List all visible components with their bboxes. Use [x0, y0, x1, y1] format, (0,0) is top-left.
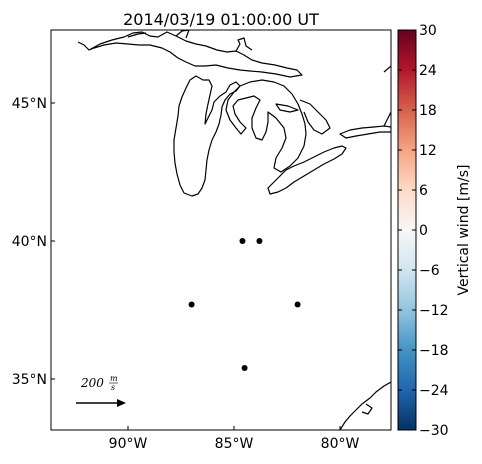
lat-tick-label: 45°N: [12, 96, 47, 112]
lat-tick-label: 35°N: [12, 372, 47, 388]
station-markers: [188, 238, 301, 371]
longitude-ticks: 90°W 85°W 80°W: [109, 426, 360, 452]
colorbar-tick-label: −30: [419, 423, 449, 439]
colorbar-label: Vertical wind [m/s]: [456, 165, 472, 296]
st-lawrence-shore: [383, 111, 391, 127]
georgian-bay-shore: [299, 99, 331, 135]
pamlico-sound: [361, 403, 373, 415]
station-marker: [256, 238, 263, 244]
colorbar-tick-label: −6: [419, 263, 440, 279]
colorbar-tick-label: 6: [419, 183, 428, 199]
reference-vector-arrowhead: [117, 399, 126, 407]
map-title: 2014/03/19 01:00:00 UT: [123, 10, 319, 29]
lake-erie-shore: [267, 145, 347, 195]
reference-vector-value: 200: [80, 376, 104, 390]
lake-superior-shore: [88, 31, 303, 78]
minnesota-north-coast: [77, 41, 90, 51]
colorbar-tick-label: 30: [419, 23, 437, 39]
coastlines: [77, 30, 391, 430]
lake-ontario-shore: [339, 125, 391, 139]
reference-vector-unit-denominator: s: [111, 383, 115, 392]
lon-tick-label: 80°W: [321, 436, 360, 452]
colorbar-tick-label: 0: [419, 223, 428, 239]
colorbar-tick-label: −18: [419, 343, 449, 359]
colorbar-tick-label: −12: [419, 303, 449, 319]
station-marker: [239, 238, 246, 244]
lon-tick-label: 90°W: [109, 436, 148, 452]
manitoulin-island: [275, 103, 299, 113]
station-marker: [241, 364, 248, 371]
keweenaw-point: [175, 30, 190, 39]
ontario-north-shore: [235, 37, 253, 52]
latitude-ticks: 45°N 40°N 35°N: [12, 96, 55, 388]
atlantic-coast: [339, 381, 391, 430]
colorbar-tick-label: 24: [419, 63, 437, 79]
colorbar-tick-label: −24: [419, 383, 449, 399]
lat-tick-label: 40°N: [12, 234, 47, 250]
map-frame: [50, 29, 392, 431]
reference-vector: 200 m s: [76, 374, 126, 407]
colorbar-tick-label: 18: [419, 103, 437, 119]
lake-michigan-shore: [173, 75, 241, 197]
map-area: 200 m s 45°N 40°N 35°N 90°W 85°W 80°W: [12, 29, 392, 452]
northeast-shore: [383, 65, 391, 73]
station-marker: [188, 301, 195, 308]
colorbar-ticks: 30 24 18 12 6 0 −6 −12 −18 −24 −30: [398, 23, 449, 439]
reference-vector-unit-numerator: m: [110, 374, 118, 383]
colorbar: 30 24 18 12 6 0 −6 −12 −18 −24 −30 Vertical wind […: [397, 23, 472, 439]
isle-royale: [127, 32, 147, 38]
lon-tick-label: 85°W: [215, 436, 254, 452]
station-marker: [294, 301, 301, 308]
lake-huron-shore: [225, 79, 307, 173]
colorbar-tick-label: 12: [419, 143, 437, 159]
